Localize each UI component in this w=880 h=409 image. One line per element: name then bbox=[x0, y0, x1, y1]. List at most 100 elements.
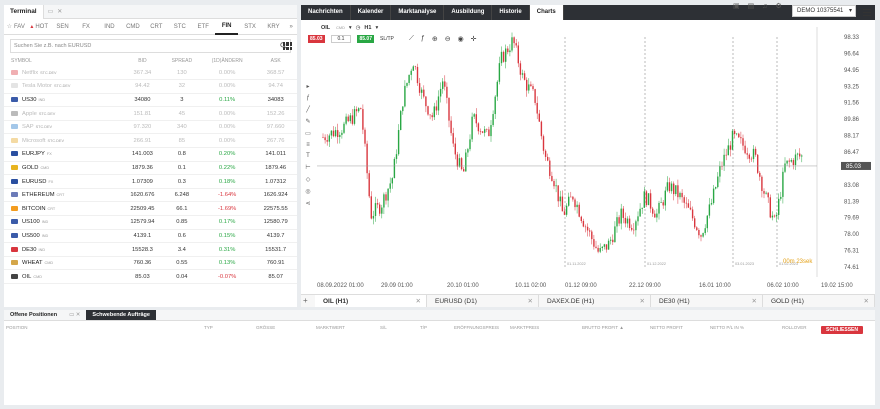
crosshair-icon[interactable]: ✛ bbox=[470, 36, 477, 43]
nav-historie[interactable]: Historie bbox=[492, 5, 530, 20]
close-all-button[interactable]: SCHLIESSEN bbox=[821, 326, 863, 334]
tab-open-positions[interactable]: Offene Positionen bbox=[10, 312, 58, 318]
ruler-icon[interactable]: ⊢ bbox=[305, 165, 311, 171]
quote-row[interactable]: BITCOIN CRT 22509.45 66.1 -1.69% 22575.55 bbox=[4, 201, 297, 217]
sltp-button[interactable]: SL/TP bbox=[379, 36, 394, 42]
quote-row[interactable]: GOLD CMD 1879.36 0.1 0.22% 1879.46 bbox=[4, 161, 297, 176]
clock-icon[interactable]: ◷ bbox=[355, 25, 361, 31]
quote-row[interactable]: EURUSD FX 1.07309 0.3 0.18% 1.07312 bbox=[4, 174, 297, 189]
positions-column[interactable]: MARKTWERT bbox=[316, 325, 345, 330]
text-icon[interactable]: T bbox=[306, 153, 310, 159]
chart-tab[interactable]: OIL (H1) ✕ bbox=[315, 295, 427, 307]
quote-row[interactable]: Tesla Motor STC.DEV 94.42 32 0.00% 94.74 bbox=[4, 79, 297, 94]
column-header[interactable]: (1D)ÄNDERN bbox=[211, 57, 243, 64]
close-icon[interactable]: ✕ bbox=[863, 298, 869, 305]
grid-view-icon[interactable] bbox=[283, 42, 292, 50]
positions-column[interactable]: S/L bbox=[380, 325, 387, 330]
tab-cmd[interactable]: CMD bbox=[126, 23, 140, 30]
add-chart-icon[interactable]: + bbox=[303, 296, 308, 305]
quote-row[interactable]: US500 IND 4139.1 0.6 0.15% 4139.7 bbox=[4, 229, 297, 244]
trendline-icon[interactable]: ╱ bbox=[306, 107, 310, 113]
positions-column[interactable]: NETTO P/L IN % bbox=[710, 325, 745, 330]
sell-button[interactable]: 85.03 bbox=[308, 35, 325, 43]
layout-icon[interactable]: ▣ bbox=[733, 3, 740, 10]
window-restore-icon[interactable]: ▭ bbox=[47, 9, 54, 15]
quote-row[interactable]: Netflix STC.DEV 367.34 130 0.00% 368.57 bbox=[4, 66, 297, 81]
close-icon[interactable]: ✕ bbox=[751, 298, 757, 305]
line-chart-icon[interactable]: ⟋ bbox=[409, 35, 414, 42]
more-tabs-icon[interactable]: » bbox=[289, 23, 293, 30]
quote-row[interactable]: ETHEREUM CRT 1620.676 6.248 -1.64% 1626.924 bbox=[4, 188, 297, 203]
chart-tab[interactable]: GOLD (H1) ✕ bbox=[763, 295, 875, 307]
settings-icon[interactable]: ⚙ bbox=[775, 3, 782, 10]
tab-stx[interactable]: STX bbox=[244, 23, 256, 30]
rectangle-icon[interactable]: ▭ bbox=[305, 131, 311, 137]
chart-symbol[interactable]: OIL bbox=[321, 25, 331, 31]
positions-column[interactable]: NETTO PROFIT bbox=[650, 325, 683, 330]
tab-fx[interactable]: FX bbox=[82, 23, 90, 30]
pencil-icon[interactable]: ✎ bbox=[305, 119, 311, 125]
chart-tab[interactable]: DE30 (H1) ✕ bbox=[651, 295, 763, 307]
column-header[interactable]: ASK bbox=[270, 57, 281, 64]
cursor-icon[interactable]: ▸ bbox=[306, 84, 310, 90]
quote-row[interactable]: OIL CMD 85.03 0.04 -0.07% 85.07 bbox=[4, 269, 297, 284]
zoom-out-icon[interactable]: ⊖ bbox=[444, 36, 451, 43]
positions-column[interactable]: ROLLOVER bbox=[782, 325, 807, 330]
tab-sen[interactable]: SEN bbox=[56, 23, 69, 30]
chart-tab[interactable]: EURUSD (D1) ✕ bbox=[427, 295, 539, 307]
positions-column[interactable]: MARKTPREIS bbox=[510, 325, 540, 330]
quote-row[interactable]: US30 IND 34080 3 0.11% 34083 bbox=[4, 93, 297, 108]
quote-row[interactable]: Apple STC.DEV 151.81 45 0.00% 152.26 bbox=[4, 106, 297, 121]
chart-timeframe[interactable]: H1 bbox=[364, 25, 372, 31]
shapes-icon[interactable]: ◇ bbox=[305, 177, 311, 183]
quote-row[interactable]: SAP STC.DEV 97.320 340 0.00% 97.660 bbox=[4, 120, 297, 135]
tab-hot[interactable]: ▴ HOT bbox=[27, 19, 50, 35]
quote-row[interactable]: Microsoft STC.DEV 266.91 85 0.00% 267.76 bbox=[4, 133, 297, 149]
tab-etf[interactable]: ETF bbox=[197, 23, 209, 30]
quote-row[interactable]: WHEAT CMD 760.36 0.55 0.13% 760.91 bbox=[4, 256, 297, 271]
column-header[interactable]: SPREAD bbox=[171, 57, 193, 64]
camera-icon[interactable]: ◉ bbox=[457, 36, 464, 43]
tab-fav[interactable]: ☆ FAV bbox=[4, 19, 27, 35]
nav-marktanalyse[interactable]: Marktanalyse bbox=[391, 5, 445, 20]
price-chart[interactable]: 98.33 96.64 94.95 93.25 91.56 89.86 88.17 86.47… bbox=[315, 27, 875, 293]
fx-icon[interactable]: ƒ bbox=[306, 95, 310, 101]
lot-size-input[interactable]: 0.1 bbox=[330, 35, 352, 43]
positions-column[interactable]: T/P bbox=[420, 325, 428, 330]
display-icon[interactable]: ▤ bbox=[747, 3, 755, 10]
quote-row[interactable]: EURJPY FX 141.003 0.8 0.20% 141.011 bbox=[4, 147, 297, 162]
tab-crt[interactable]: CRT bbox=[150, 23, 163, 30]
buy-button[interactable]: 85.07 bbox=[357, 35, 374, 43]
quote-row[interactable]: DE30 IND 15528.3 3.4 0.31% 15531.7 bbox=[4, 242, 297, 257]
column-header[interactable]: SYMBOL bbox=[11, 57, 32, 64]
tab-fin[interactable]: FIN bbox=[214, 19, 239, 35]
positions-column[interactable]: ERÖFFNUNGSPREIS bbox=[454, 325, 500, 330]
fibonacci-icon[interactable]: ≡ bbox=[306, 142, 310, 148]
nav-kalender[interactable]: Kalender bbox=[351, 5, 392, 20]
positions-column[interactable]: BRUTTO PROFIT ▲ bbox=[582, 325, 624, 330]
close-icon[interactable]: ✕ bbox=[57, 9, 63, 15]
close-icon[interactable]: ✕ bbox=[639, 298, 645, 305]
nav-ausbildung[interactable]: Ausbildung bbox=[444, 5, 493, 20]
search-input[interactable]: Suchen Sie z.B. nach EURUSD bbox=[10, 39, 291, 53]
window-restore-icon[interactable]: ▭ ✕ bbox=[69, 312, 81, 318]
layers-icon[interactable]: ◎ bbox=[305, 189, 311, 195]
close-icon[interactable]: ✕ bbox=[527, 298, 533, 305]
close-icon[interactable]: ✕ bbox=[415, 298, 421, 305]
zoom-in-icon[interactable]: ⊕ bbox=[431, 36, 438, 43]
share-icon[interactable]: ⋖ bbox=[305, 201, 311, 207]
positions-column[interactable]: GRÖSSE bbox=[256, 325, 276, 330]
nav-charts[interactable]: Charts bbox=[529, 5, 564, 20]
column-header[interactable]: BID bbox=[138, 57, 147, 64]
tab-kry[interactable]: KRY bbox=[267, 23, 280, 30]
tab-ind[interactable]: IND bbox=[104, 23, 115, 30]
account-selector[interactable]: DEMO 10375541 ▾ bbox=[792, 5, 856, 17]
tab-pending-orders[interactable]: Schwebende Aufträge bbox=[86, 310, 156, 320]
indicator-icon[interactable]: ƒ bbox=[420, 35, 425, 42]
chevron-down-icon[interactable]: ▾ bbox=[348, 25, 352, 31]
chevron-down-icon[interactable]: ▾ bbox=[375, 25, 379, 31]
quote-row[interactable]: US100 IND 12579.94 0.85 0.17% 12580.79 bbox=[4, 215, 297, 230]
positions-column[interactable]: TYP bbox=[204, 325, 213, 330]
chart-tab[interactable]: DAXEX.DE (H1) ✕ bbox=[539, 295, 651, 307]
bell-icon[interactable]: ♫ bbox=[762, 2, 768, 10]
